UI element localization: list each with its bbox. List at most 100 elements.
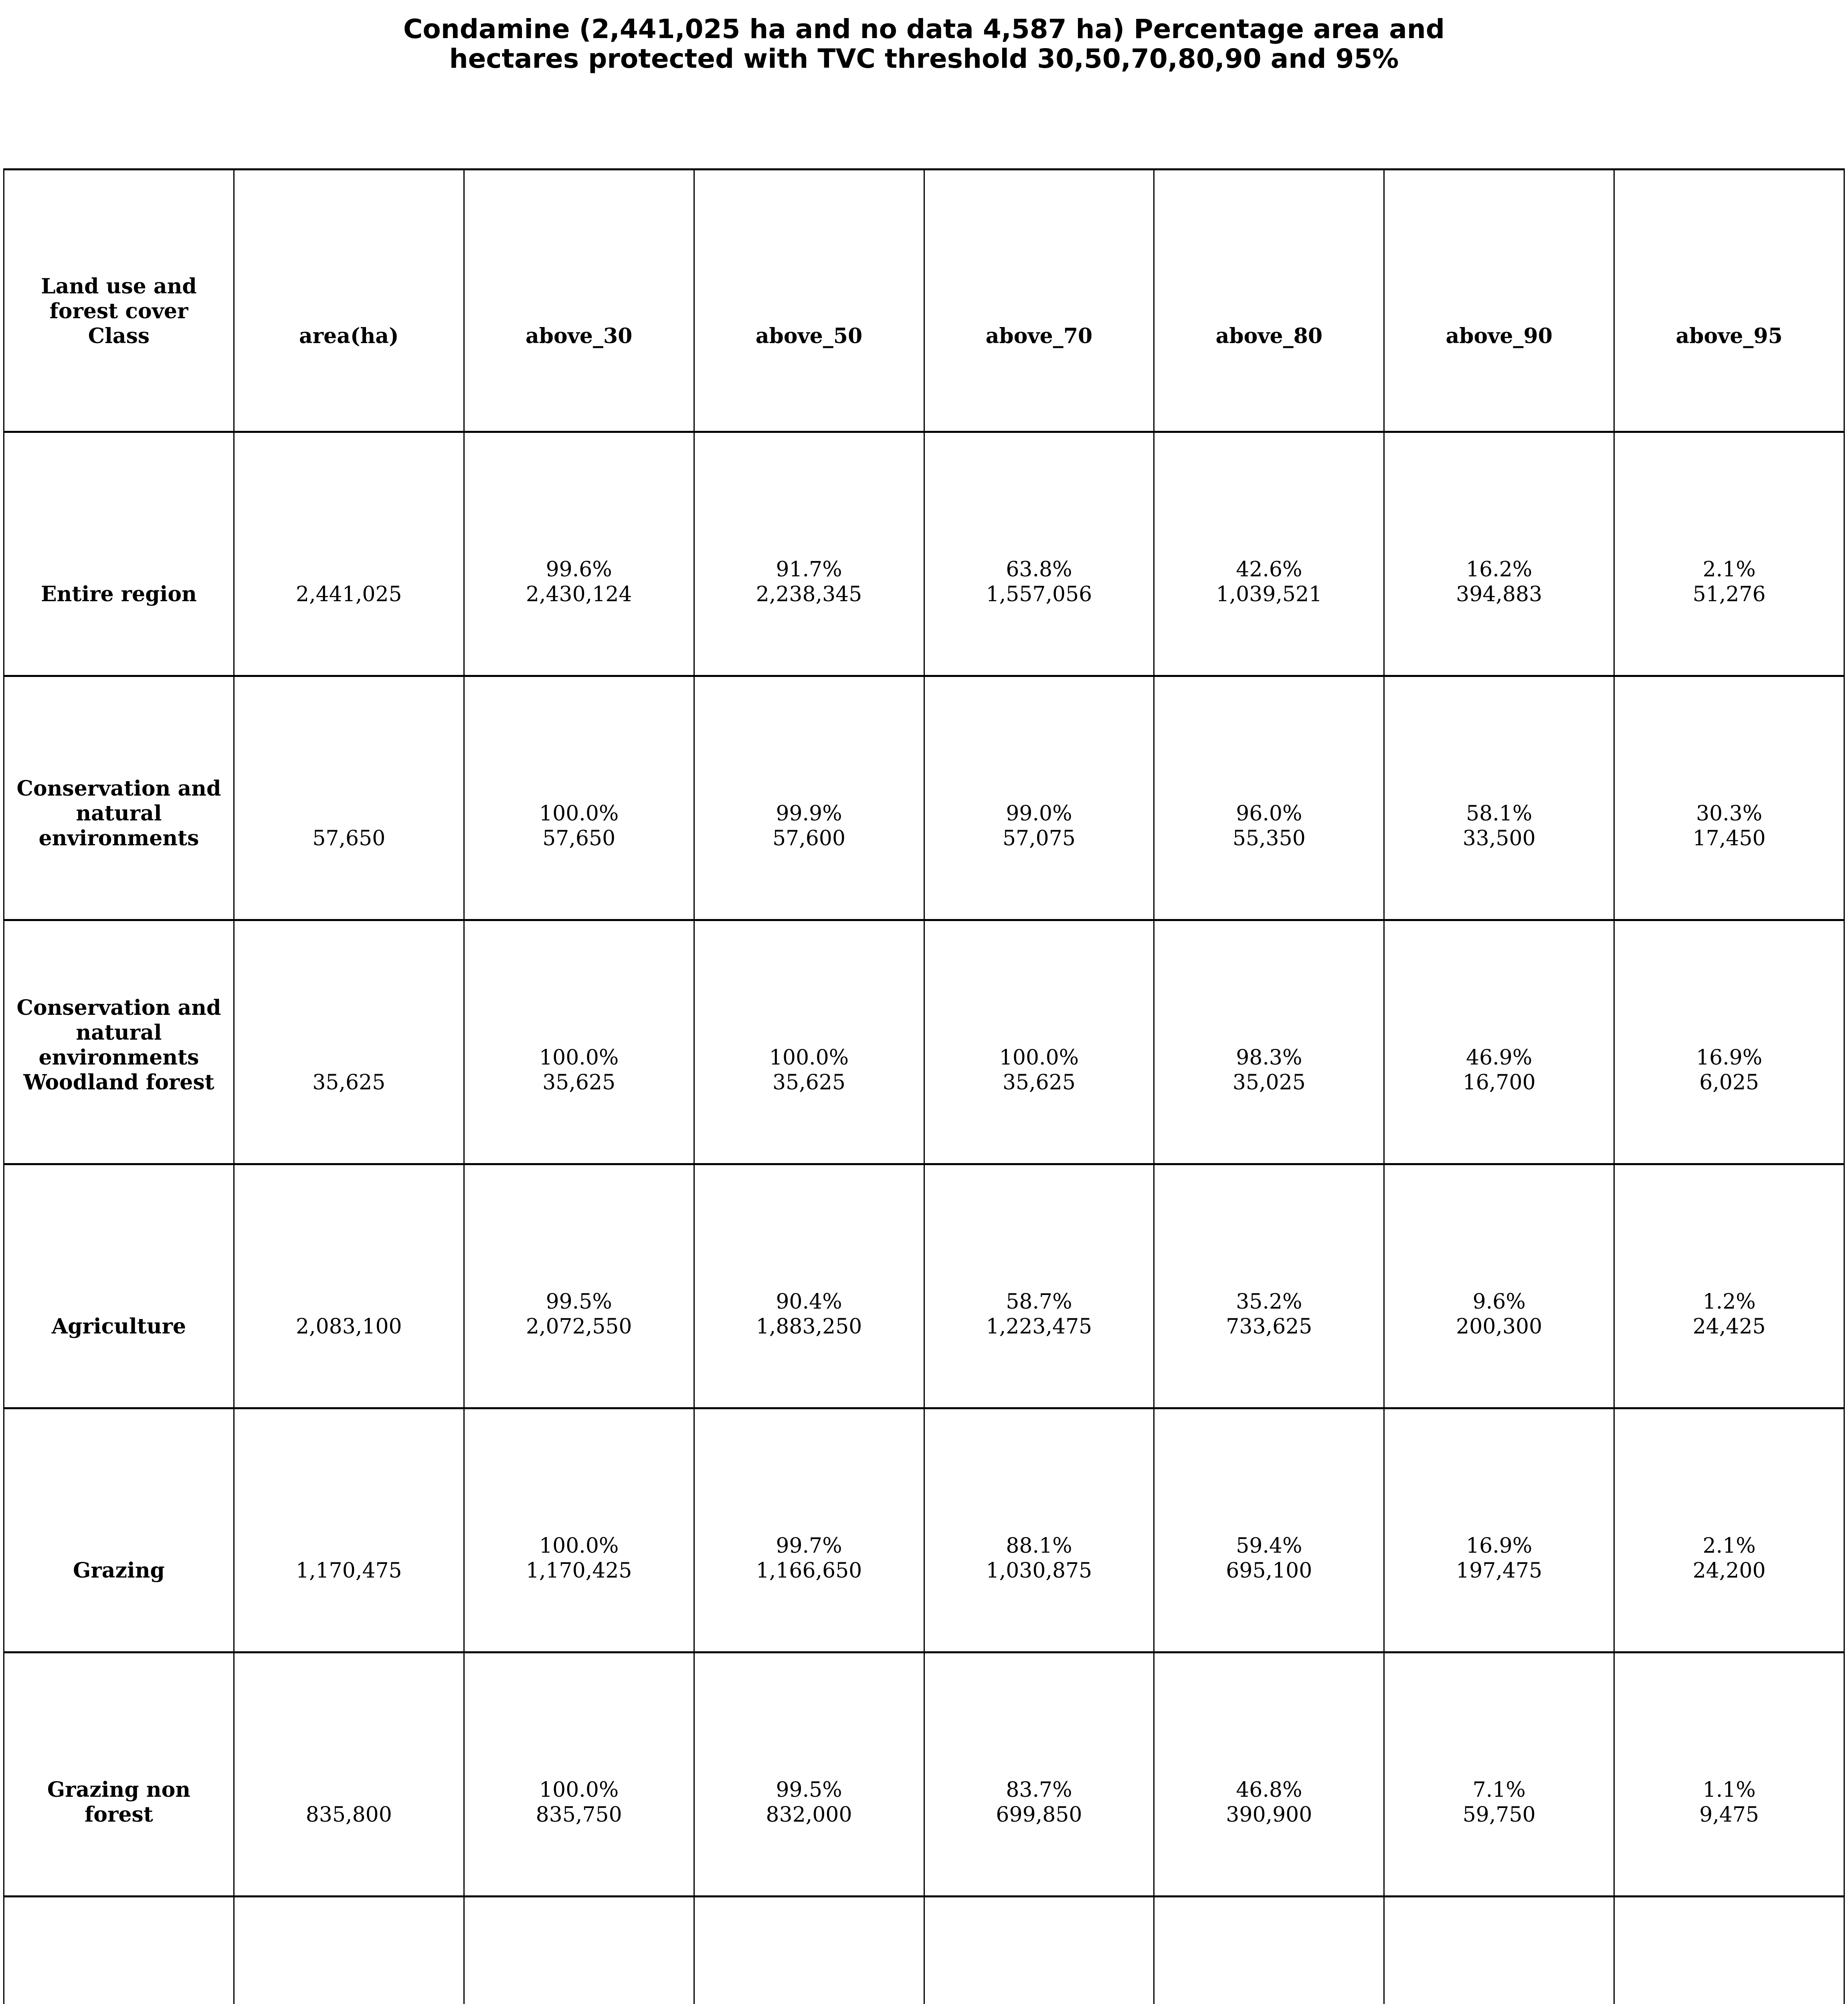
- percent-value: 16.9%: [1466, 1534, 1533, 1558]
- column-header: area(ha): [233, 168, 465, 433]
- hectares-value: 2,072,550: [526, 1315, 632, 1339]
- hectares-value: 2,430,124: [526, 582, 632, 606]
- value-cell: 98.3% 35,025: [1153, 919, 1385, 1165]
- percent-value: 58.1%: [1466, 802, 1533, 826]
- value-cell: 16.9% 197,475: [1383, 1407, 1615, 1653]
- value-cell: 99.0% 57,075: [923, 675, 1155, 921]
- percent-value: 16.9%: [1696, 1046, 1763, 1070]
- hectares-value: 200,300: [1456, 1315, 1543, 1339]
- percent-value: 100.0%: [539, 802, 619, 826]
- percent-value: 98.3%: [1236, 1046, 1302, 1070]
- percent-value: 96.0%: [1236, 802, 1302, 826]
- hectares-value: 1,166,650: [756, 1559, 862, 1583]
- value-cell: 1.1% 9,475: [1613, 1651, 1845, 1897]
- value-cell: 46.8% 390,900: [1153, 1651, 1385, 1897]
- table-row: Entire region 2,441,025 99.6% 2,430,124 91.7…: [3, 431, 1845, 677]
- table-row: Conservation and natural environments Wo…: [3, 919, 1845, 1165]
- table-row: Grazing 1,170,475 100.0% 1,170,425 99.7% 1,16…: [3, 1407, 1845, 1653]
- row-label-cell: Grazing Woodland forest: [3, 1895, 235, 2004]
- percent-value: 1.2%: [1702, 1290, 1756, 1314]
- hectares-value: 51,276: [1692, 582, 1766, 606]
- hectares-value: 55,350: [1232, 826, 1306, 850]
- value-cell: 100.0%254,575: [463, 1895, 695, 2004]
- value-cell: 91.7% 2,238,345: [693, 431, 925, 677]
- hectares-value: 1,223,475: [986, 1315, 1092, 1339]
- hectares-value: 9,475: [1699, 1803, 1759, 1827]
- hectares-value: 35,625: [542, 1071, 616, 1095]
- value-cell: 3.5%9,000: [1613, 1895, 1845, 2004]
- table-row: Conservation and natural environments 57,…: [3, 675, 1845, 921]
- hectares-value: 832,000: [766, 1803, 852, 1827]
- value-cell: 7.1% 59,750: [1383, 1651, 1615, 1897]
- value-cell: 99.5% 2,072,550: [463, 1163, 695, 1409]
- hectares-value: 695,100: [1226, 1559, 1312, 1583]
- area-cell: 1,170,475: [233, 1407, 465, 1653]
- value-cell: 1.2% 24,425: [1613, 1163, 1845, 1409]
- value-cell: 99.6% 2,430,124: [463, 431, 695, 677]
- value-cell: 90.4% 1,883,250: [693, 1163, 925, 1409]
- value-cell: 99.9% 57,600: [693, 675, 925, 921]
- column-header: above_50: [693, 168, 925, 433]
- hectares-value: 835,750: [536, 1803, 622, 1827]
- hectares-value: 2,238,345: [756, 582, 862, 606]
- area-cell: 2,083,100: [233, 1163, 465, 1409]
- percent-value: 99.5%: [776, 1778, 842, 1802]
- hectares-value: 24,200: [1692, 1559, 1766, 1583]
- value-cell: 91.0%231,575: [1153, 1895, 1385, 2004]
- value-cell: 100.0% 35,625: [463, 919, 695, 1165]
- percent-value: 100.0%: [539, 1534, 619, 1558]
- percent-value: 9.6%: [1472, 1290, 1526, 1314]
- hectares-value: 1,883,250: [756, 1315, 862, 1339]
- value-cell: 63.8% 1,557,056: [923, 431, 1155, 677]
- hectares-value: 16,700: [1462, 1071, 1536, 1095]
- area-cell: 2,441,025: [233, 431, 465, 677]
- percent-value: 2.1%: [1702, 558, 1756, 582]
- value-cell: 99.5% 832,000: [693, 1651, 925, 1897]
- value-cell: 46.9% 16,700: [1383, 919, 1615, 1165]
- value-cell: 58.1% 33,500: [1383, 675, 1615, 921]
- hectares-value: 59,750: [1462, 1803, 1536, 1827]
- percent-value: 100.0%: [539, 1778, 619, 1802]
- percent-value: 99.7%: [776, 1534, 842, 1558]
- hectares-value: 57,650: [542, 826, 616, 850]
- row-label-cell: Entire region: [3, 431, 235, 677]
- percent-value: 30.3%: [1696, 802, 1763, 826]
- percent-value: 100.0%: [769, 1046, 849, 1070]
- table-row: Grazing Woodland forest254,575100.0%254,…: [3, 1895, 1845, 2004]
- percent-value: 99.9%: [776, 802, 842, 826]
- table-row: Grazing non forest 835,800 100.0% 835,750 99…: [3, 1651, 1845, 1897]
- value-cell: 100.0% 1,170,425: [463, 1407, 695, 1653]
- value-cell: 100.0%254,550: [693, 1895, 925, 2004]
- column-header: above_95: [1613, 168, 1845, 433]
- percent-value: 42.6%: [1236, 558, 1302, 582]
- value-cell: 98.9%251,825: [923, 1895, 1155, 2004]
- hectares-value: 35,025: [1232, 1071, 1306, 1095]
- hectares-value: 24,425: [1692, 1315, 1766, 1339]
- value-cell: 37.9%96,425: [1383, 1895, 1615, 2004]
- hectares-value: 35,625: [772, 1071, 846, 1095]
- value-cell: 2.1% 51,276: [1613, 431, 1845, 677]
- hectares-value: 197,475: [1456, 1559, 1543, 1583]
- percent-value: 7.1%: [1472, 1778, 1526, 1802]
- hectares-value: 17,450: [1692, 826, 1766, 850]
- hectares-value: 1,170,425: [526, 1559, 632, 1583]
- area-cell: 57,650: [233, 675, 465, 921]
- percent-value: 1.1%: [1702, 1778, 1756, 1802]
- header-row: Land use and forest cover Class area(ha) a…: [3, 168, 1845, 433]
- value-cell: 99.7% 1,166,650: [693, 1407, 925, 1653]
- column-header-class: Land use and forest cover Class: [3, 168, 235, 433]
- row-label-cell: Conservation and natural environments: [3, 675, 235, 921]
- hectares-value: 57,600: [772, 826, 846, 850]
- hectares-value: 33,500: [1462, 826, 1536, 850]
- value-cell: 88.1% 1,030,875: [923, 1407, 1155, 1653]
- percent-value: 35.2%: [1236, 1290, 1302, 1314]
- value-cell: 100.0% 57,650: [463, 675, 695, 921]
- hectares-value: 733,625: [1226, 1315, 1312, 1339]
- row-label-cell: Grazing non forest: [3, 1651, 235, 1897]
- hectares-value: 6,025: [1699, 1071, 1759, 1095]
- table-row: Agriculture 2,083,100 99.5% 2,072,550 90.4% 1…: [3, 1163, 1845, 1409]
- value-cell: 42.6% 1,039,521: [1153, 431, 1385, 677]
- value-cell: 30.3% 17,450: [1613, 675, 1845, 921]
- value-cell: 59.4% 695,100: [1153, 1407, 1385, 1653]
- percent-value: 99.5%: [546, 1290, 612, 1314]
